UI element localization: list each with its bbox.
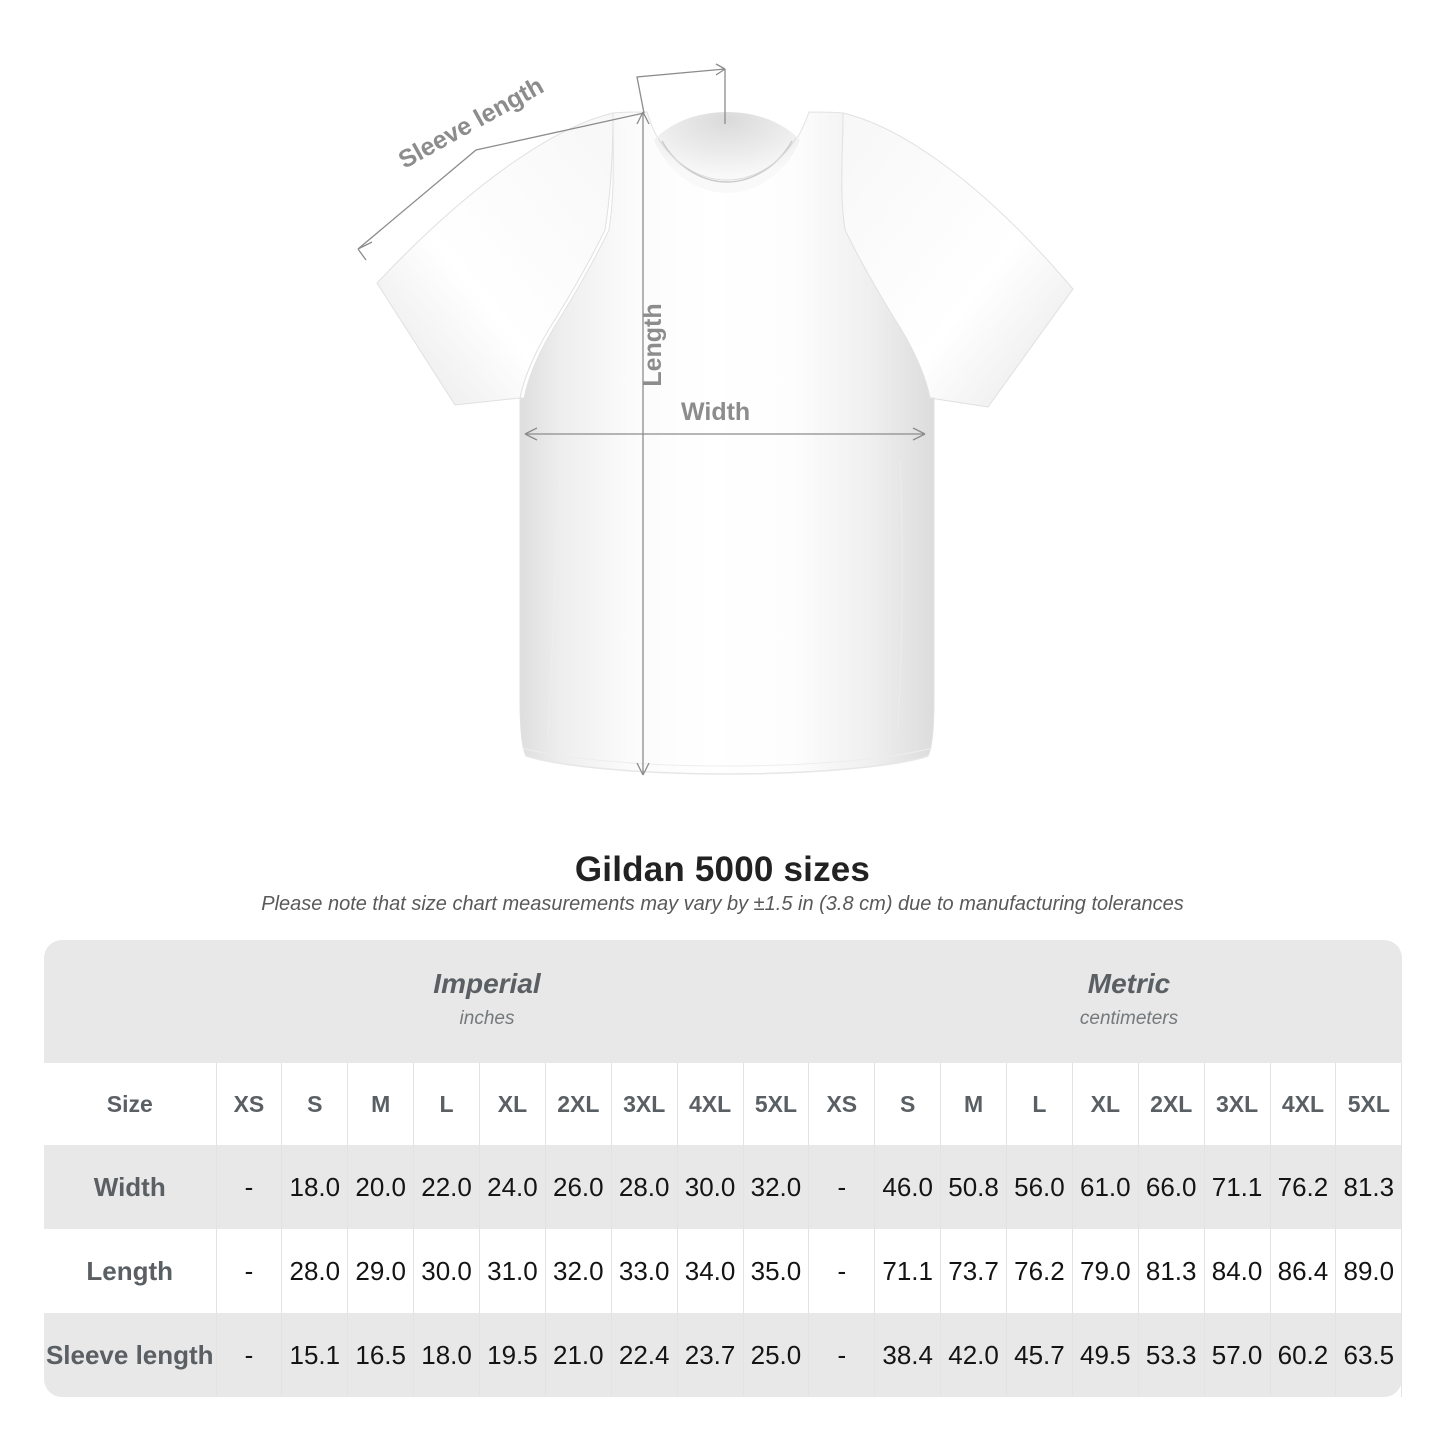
svg-text:Length: Length: [639, 303, 667, 386]
svg-text:Width: Width: [681, 398, 750, 426]
